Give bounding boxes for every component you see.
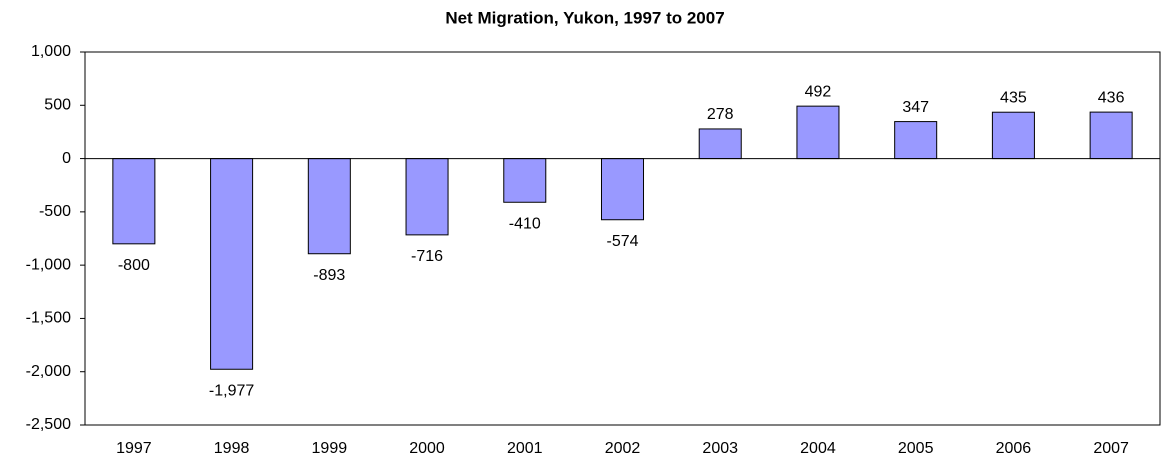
y-tick-label: -2,000 bbox=[26, 363, 71, 380]
x-tick-label: 2002 bbox=[605, 440, 641, 457]
y-tick-label: -1,500 bbox=[26, 310, 71, 327]
chart-title: Net Migration, Yukon, 1997 to 2007 bbox=[445, 8, 724, 27]
bar bbox=[698, 128, 742, 160]
x-tick-label: 2007 bbox=[1093, 440, 1129, 457]
value-label: -410 bbox=[509, 215, 541, 232]
value-label: 347 bbox=[902, 99, 929, 116]
value-label: 436 bbox=[1098, 89, 1125, 106]
bar bbox=[991, 111, 1035, 160]
bar bbox=[210, 158, 254, 370]
value-label: 435 bbox=[1000, 89, 1027, 106]
value-label: -800 bbox=[118, 257, 150, 274]
bar bbox=[796, 105, 840, 160]
value-label: -574 bbox=[606, 233, 638, 250]
y-tick-label: 500 bbox=[44, 97, 71, 114]
plot-area bbox=[84, 51, 1161, 426]
x-tick-label: 2006 bbox=[996, 440, 1032, 457]
bar bbox=[112, 158, 156, 245]
value-label: 278 bbox=[707, 106, 734, 123]
value-label: -893 bbox=[313, 267, 345, 284]
value-label: 492 bbox=[805, 83, 832, 100]
y-tick-label: -1,000 bbox=[26, 256, 71, 273]
x-tick-label: 1999 bbox=[312, 440, 348, 457]
bar bbox=[600, 158, 645, 221]
y-tick-label: -500 bbox=[39, 203, 71, 220]
value-label: -716 bbox=[411, 248, 443, 265]
y-tick-label: 0 bbox=[62, 150, 71, 167]
x-tick-label: 2005 bbox=[898, 440, 934, 457]
x-tick-label: 1997 bbox=[116, 440, 152, 457]
x-tick-label: 2003 bbox=[702, 440, 738, 457]
bar bbox=[894, 121, 938, 160]
x-tick-label: 2000 bbox=[409, 440, 445, 457]
value-label: -1,977 bbox=[209, 382, 254, 399]
bar bbox=[503, 158, 547, 203]
bar bbox=[1089, 111, 1133, 160]
y-tick-label: 1,000 bbox=[31, 43, 71, 60]
x-tick-label: 1998 bbox=[214, 440, 250, 457]
bar bbox=[307, 158, 351, 255]
y-tick-label: -2,500 bbox=[26, 416, 71, 433]
bar bbox=[405, 158, 449, 236]
x-tick-label: 2001 bbox=[507, 440, 543, 457]
x-tick-label: 2004 bbox=[800, 440, 836, 457]
